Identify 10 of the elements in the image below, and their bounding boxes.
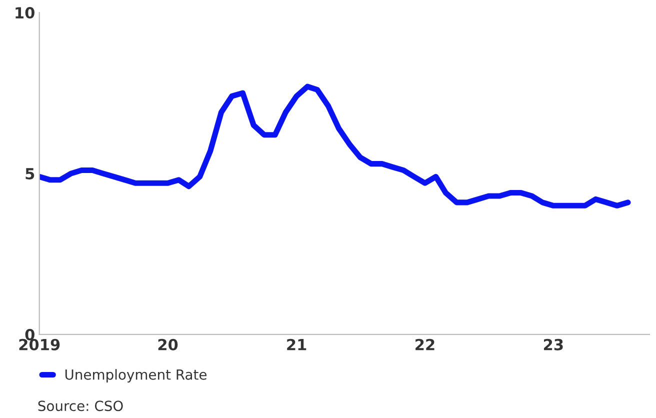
x-tick-label: 2019 — [19, 338, 60, 350]
x-tick-label: 20 — [158, 338, 178, 350]
legend-label: Unemployment Rate — [65, 369, 207, 383]
x-tick-label: 22 — [416, 338, 434, 350]
x-tick-label: 23 — [544, 338, 563, 350]
y-tick-label: 5 — [26, 168, 34, 180]
source-note: Source: CSO — [38, 400, 123, 412]
x-tick-label: 21 — [287, 338, 306, 350]
y-tick-label: 10 — [16, 7, 34, 19]
y-tick-label: 0 — [25, 328, 34, 340]
